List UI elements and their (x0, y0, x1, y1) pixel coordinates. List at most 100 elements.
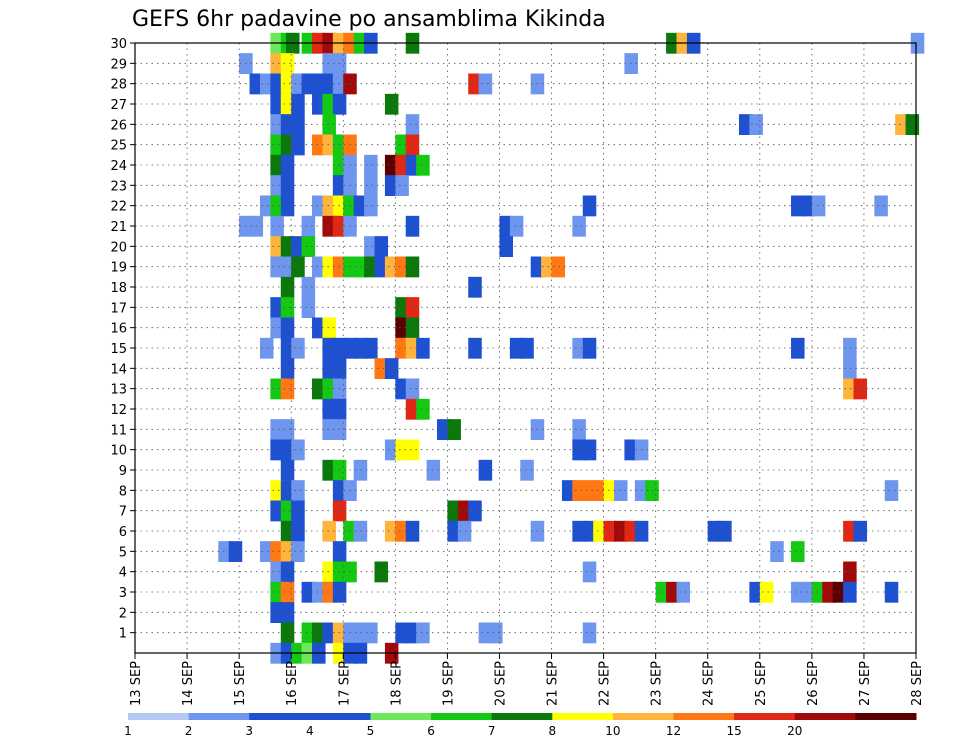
precip-cell (322, 581, 336, 603)
precip-cell (520, 337, 534, 359)
colorbar-swatch (249, 713, 311, 720)
precip-cell (322, 398, 336, 420)
precip-cell (405, 215, 420, 237)
precip-cell (405, 114, 420, 135)
precip-cell (301, 215, 316, 237)
precip-cell (280, 419, 295, 440)
precip-cell (270, 317, 284, 339)
colorbar-swatch (431, 713, 493, 720)
precip-cell (395, 622, 409, 644)
precip-cell (291, 93, 305, 115)
precip-cell (353, 622, 368, 644)
precip-cell (655, 581, 670, 603)
precip-cell (676, 581, 691, 603)
precip-cell (322, 53, 336, 74)
y-tick-label: 15 (110, 342, 127, 357)
y-tick-label: 29 (110, 57, 127, 72)
precip-cell (259, 541, 274, 562)
colorbar-swatch (673, 713, 735, 720)
precip-cell (312, 256, 326, 278)
precip-cell (280, 561, 295, 583)
precip-cell (322, 358, 336, 379)
precip-cell (270, 541, 284, 562)
precip-cell (405, 398, 420, 420)
x-tick-label: 20 SEP (493, 661, 508, 706)
colorbar-label: 6 (427, 724, 435, 738)
y-tick-label: 8 (119, 484, 127, 499)
precip-cell (509, 337, 524, 359)
y-tick-label: 24 (110, 159, 127, 174)
precip-cell (322, 337, 336, 359)
precip-cell (603, 480, 618, 501)
precip-cell (353, 256, 368, 278)
y-tick-label: 7 (119, 505, 127, 520)
precip-cell (280, 114, 295, 135)
y-tick-label: 4 (119, 566, 127, 581)
precip-cell (384, 93, 399, 115)
precip-cell (270, 215, 284, 237)
precip-cell (582, 480, 597, 501)
precip-cell (791, 337, 805, 359)
precip-cell (312, 73, 326, 95)
precip-cell (843, 561, 857, 583)
precip-cell (405, 337, 420, 359)
precip-cell (270, 378, 284, 400)
precip-cell (405, 317, 420, 339)
precip-cell (280, 256, 295, 278)
precip-cell (582, 195, 597, 217)
precip-cell (582, 439, 597, 461)
precip-cell (270, 500, 284, 522)
y-tick-label: 2 (119, 606, 127, 621)
precip-cell (280, 480, 295, 501)
precip-cell (499, 236, 513, 257)
precip-cell (280, 541, 295, 562)
colorbar-swatch (128, 713, 190, 720)
precip-cell (270, 53, 284, 74)
precip-cell (853, 520, 868, 542)
precip-cell (280, 53, 295, 74)
precip-cell (791, 195, 805, 217)
precip-cell (270, 73, 284, 95)
y-tick-label: 20 (110, 240, 127, 255)
colorbar-swatch (188, 713, 250, 720)
precip-cell (572, 419, 586, 440)
chart-title: GEFS 6hr padavine po ansamblima Kikinda (132, 7, 606, 32)
precip-cell (270, 256, 284, 278)
x-tick-label: 28 SEP (910, 661, 925, 706)
y-tick-label: 27 (110, 98, 127, 113)
colorbar-label: 12 (666, 724, 681, 738)
precip-cell (405, 297, 420, 318)
precip-cell (280, 175, 295, 196)
precip-cell (572, 337, 586, 359)
precip-cell (384, 256, 399, 278)
precip-cell (707, 520, 722, 542)
precip-cell (489, 622, 503, 644)
precip-cell (593, 480, 607, 501)
colorbar-label: 7 (488, 724, 496, 738)
precip-cell (280, 154, 295, 176)
precip-cell (572, 215, 586, 237)
x-tick-label: 16 SEP (285, 661, 300, 706)
precip-cell (322, 134, 336, 156)
precip-cell (364, 236, 378, 257)
precip-cell (468, 276, 482, 298)
precip-cell (603, 520, 618, 542)
precip-cell (384, 175, 399, 196)
precip-cell (280, 602, 295, 623)
precip-cell (280, 520, 295, 542)
precip-cell (801, 581, 815, 603)
precip-cell (322, 73, 336, 95)
precip-cell (270, 134, 284, 156)
precip-cell (374, 236, 389, 257)
y-tick-label: 22 (110, 200, 127, 215)
precip-cell (395, 134, 409, 156)
y-tick-label: 13 (110, 383, 127, 398)
precip-cell (843, 520, 857, 542)
precip-cell (270, 236, 284, 257)
precip-cell (905, 114, 920, 135)
precip-cell (395, 297, 409, 318)
y-tick-label: 16 (110, 322, 127, 337)
colorbar-swatch (552, 713, 614, 720)
x-tick-label: 15 SEP (233, 661, 248, 706)
